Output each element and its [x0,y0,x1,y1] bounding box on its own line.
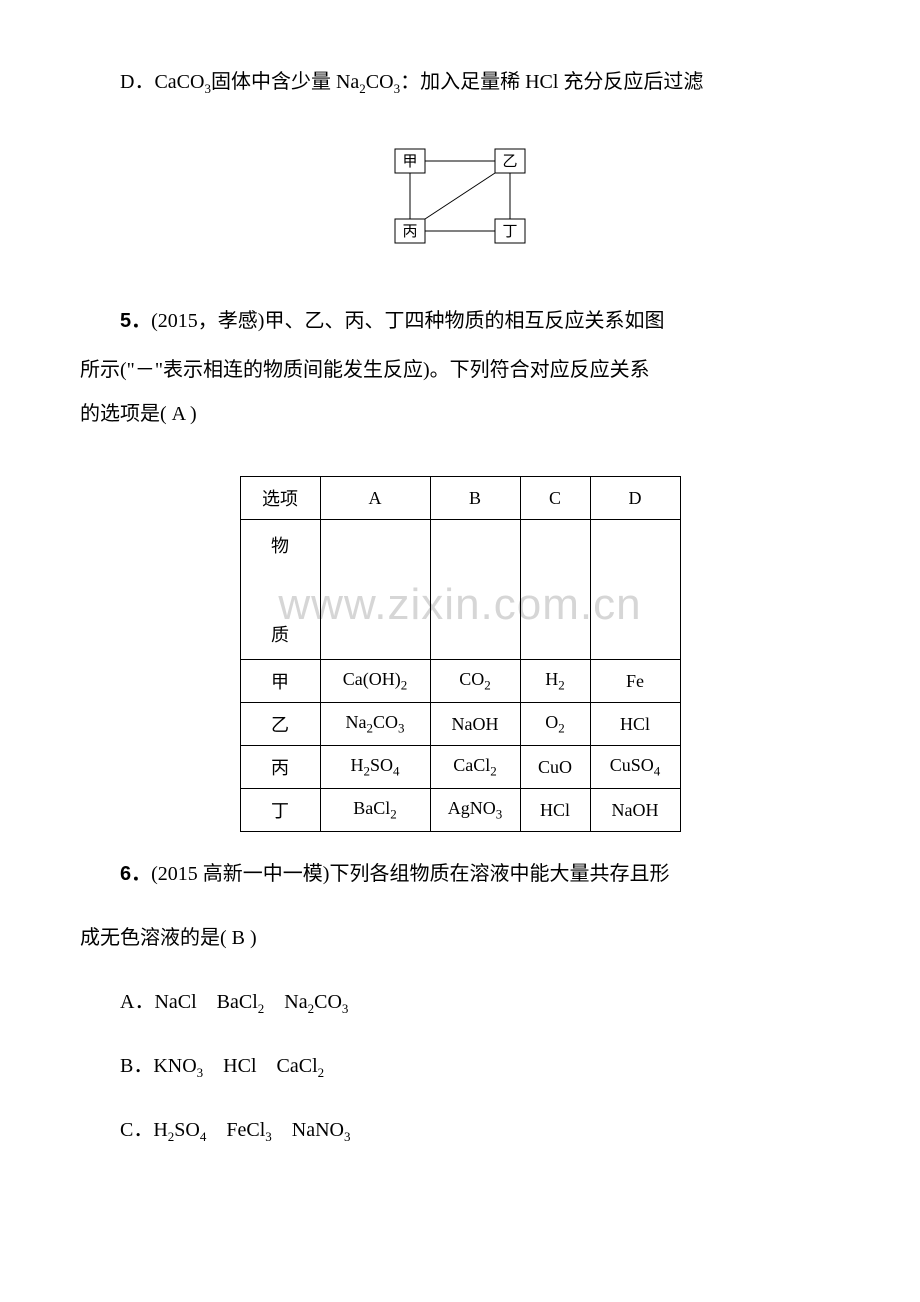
table-row: 乙 Na2CO3 NaOH O2 HCl [240,703,680,746]
table-cell: CO2 [430,660,520,703]
option-b: B．KNO3 HCl CaCl2 [80,1044,840,1088]
header-cell: A [320,477,430,520]
table-row: 丙 H2SO4 CaCl2 CuO CuSO4 [240,746,680,789]
header-cell: D [590,477,680,520]
q5-num: 5． [120,310,151,332]
table-cell: CuO [520,746,590,789]
q5-source: (2015，孝感) [151,310,264,332]
question-6-line2: 成无色溶液的是( B ) [80,916,840,960]
option-d-text: D．CaCO3固体中含少量 Na2CO3：加入足量稀 HCl 充分反应后过滤 [120,71,703,93]
table-cell: 丙 [240,746,320,789]
table-cell [590,520,680,660]
diagram-svg: 甲 乙 丙 丁 [365,134,555,259]
table-row: 物 质 [240,520,680,660]
q5-text1: 甲、乙、丙、丁四种物质的相互反应关系如图 [264,310,664,332]
table-cell: AgNO3 [430,789,520,832]
node-yi: 乙 [502,154,517,170]
question-5-line3: 的选项是( A ) [80,392,840,436]
table-row: 丁 BaCl2 AgNO3 HCl NaOH [240,789,680,832]
table-cell: 甲 [240,660,320,703]
table-cell: Fe [590,660,680,703]
header-cell: B [430,477,520,520]
reaction-table: 选项 A B C D 物 质 甲 Ca(OH)2 CO2 H2 [240,476,681,832]
table-cell: O2 [520,703,590,746]
option-c: C．H2SO4 FeCl3 NaNO3 [80,1108,840,1152]
table-cell: CuSO4 [590,746,680,789]
reaction-diagram: 甲 乙 丙 丁 [80,134,840,259]
table-cell: 乙 [240,703,320,746]
table-cell: Na2CO3 [320,703,430,746]
node-jia: 甲 [402,154,417,170]
table-cell: H2SO4 [320,746,430,789]
document-content: D．CaCO3固体中含少量 Na2CO3：加入足量稀 HCl 充分反应后过滤 甲… [80,60,840,1152]
table-cell [430,520,520,660]
option-d: D．CaCO3固体中含少量 Na2CO3：加入足量稀 HCl 充分反应后过滤 [80,60,840,104]
q6-num: 6． [120,863,151,885]
table-cell [520,520,590,660]
table-header-row: 选项 A B C D [240,477,680,520]
header-cell: C [520,477,590,520]
table-cell: Ca(OH)2 [320,660,430,703]
header-cell: 选项 [240,477,320,520]
table-cell: HCl [590,703,680,746]
option-a: A．NaCl BaCl2 Na2CO3 [80,980,840,1024]
q6-text: 下列各组物质在溶液中能大量共存且形 [329,863,669,885]
table-cell: NaOH [590,789,680,832]
question-6-line1: 6．(2015 高新一中一模)下列各组物质在溶液中能大量共存且形 [80,852,840,896]
node-ding: 丁 [502,224,517,240]
q6-source: (2015 高新一中一模) [151,863,329,885]
table-cell: 丁 [240,789,320,832]
substance-label-cell: 物 质 [240,520,320,660]
table-cell: H2 [520,660,590,703]
table-wrapper: 选项 A B C D 物 质 甲 Ca(OH)2 CO2 H2 [80,476,840,832]
table-cell: BaCl2 [320,789,430,832]
table-cell: HCl [520,789,590,832]
table-cell: CaCl2 [430,746,520,789]
question-5-line1: 5．(2015，孝感)甲、乙、丙、丁四种物质的相互反应关系如图 [80,299,840,343]
table-cell: NaOH [430,703,520,746]
table-cell [320,520,430,660]
table-row: 甲 Ca(OH)2 CO2 H2 Fe [240,660,680,703]
question-5-line2: 所示("－"表示相连的物质间能发生反应)。下列符合对应反应关系 [80,348,840,392]
node-bing: 丙 [402,224,417,240]
